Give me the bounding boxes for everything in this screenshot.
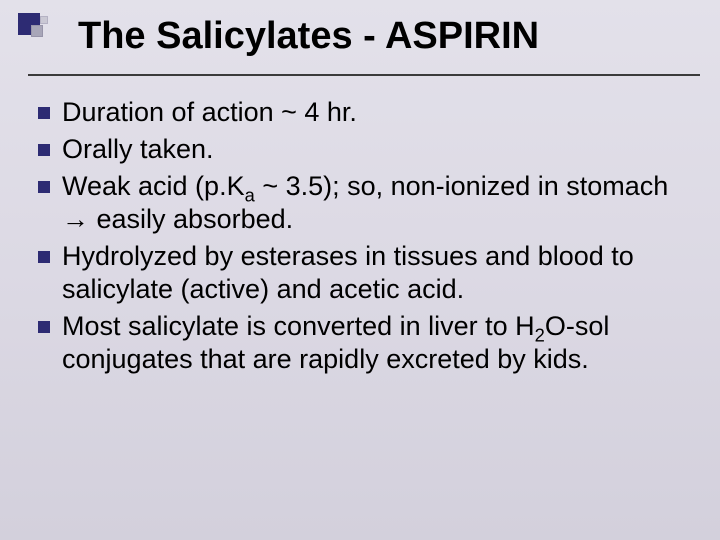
list-item: Hydrolyzed by esterases in tissues and b… bbox=[38, 240, 690, 306]
square-bullet-icon bbox=[38, 144, 50, 156]
square-bullet-icon bbox=[38, 181, 50, 193]
square-bullet-icon bbox=[38, 321, 50, 333]
list-item: Weak acid (p.Ka ~ 3.5); so, non-ionized … bbox=[38, 170, 690, 236]
list-item: Most salicylate is converted in liver to… bbox=[38, 310, 690, 376]
list-item: Orally taken. bbox=[38, 133, 690, 166]
corner-decoration bbox=[18, 12, 78, 40]
slide: The Salicylates - ASPIRIN Duration of ac… bbox=[0, 0, 720, 540]
list-item: Duration of action ~ 4 hr. bbox=[38, 96, 690, 129]
list-item-text: Hydrolyzed by esterases in tissues and b… bbox=[62, 240, 690, 306]
accent-square-small bbox=[40, 16, 48, 24]
square-bullet-icon bbox=[38, 251, 50, 263]
list-item-text: Most salicylate is converted in liver to… bbox=[62, 310, 690, 376]
accent-square-medium bbox=[31, 25, 43, 37]
title-underline bbox=[28, 74, 700, 76]
slide-title: The Salicylates - ASPIRIN bbox=[78, 16, 700, 58]
list-item-text: Weak acid (p.Ka ~ 3.5); so, non-ionized … bbox=[62, 170, 690, 236]
list-item-text: Duration of action ~ 4 hr. bbox=[62, 96, 690, 129]
list-item-text: Orally taken. bbox=[62, 133, 690, 166]
square-bullet-icon bbox=[38, 107, 50, 119]
slide-body: Duration of action ~ 4 hr. Orally taken. W… bbox=[38, 96, 690, 380]
